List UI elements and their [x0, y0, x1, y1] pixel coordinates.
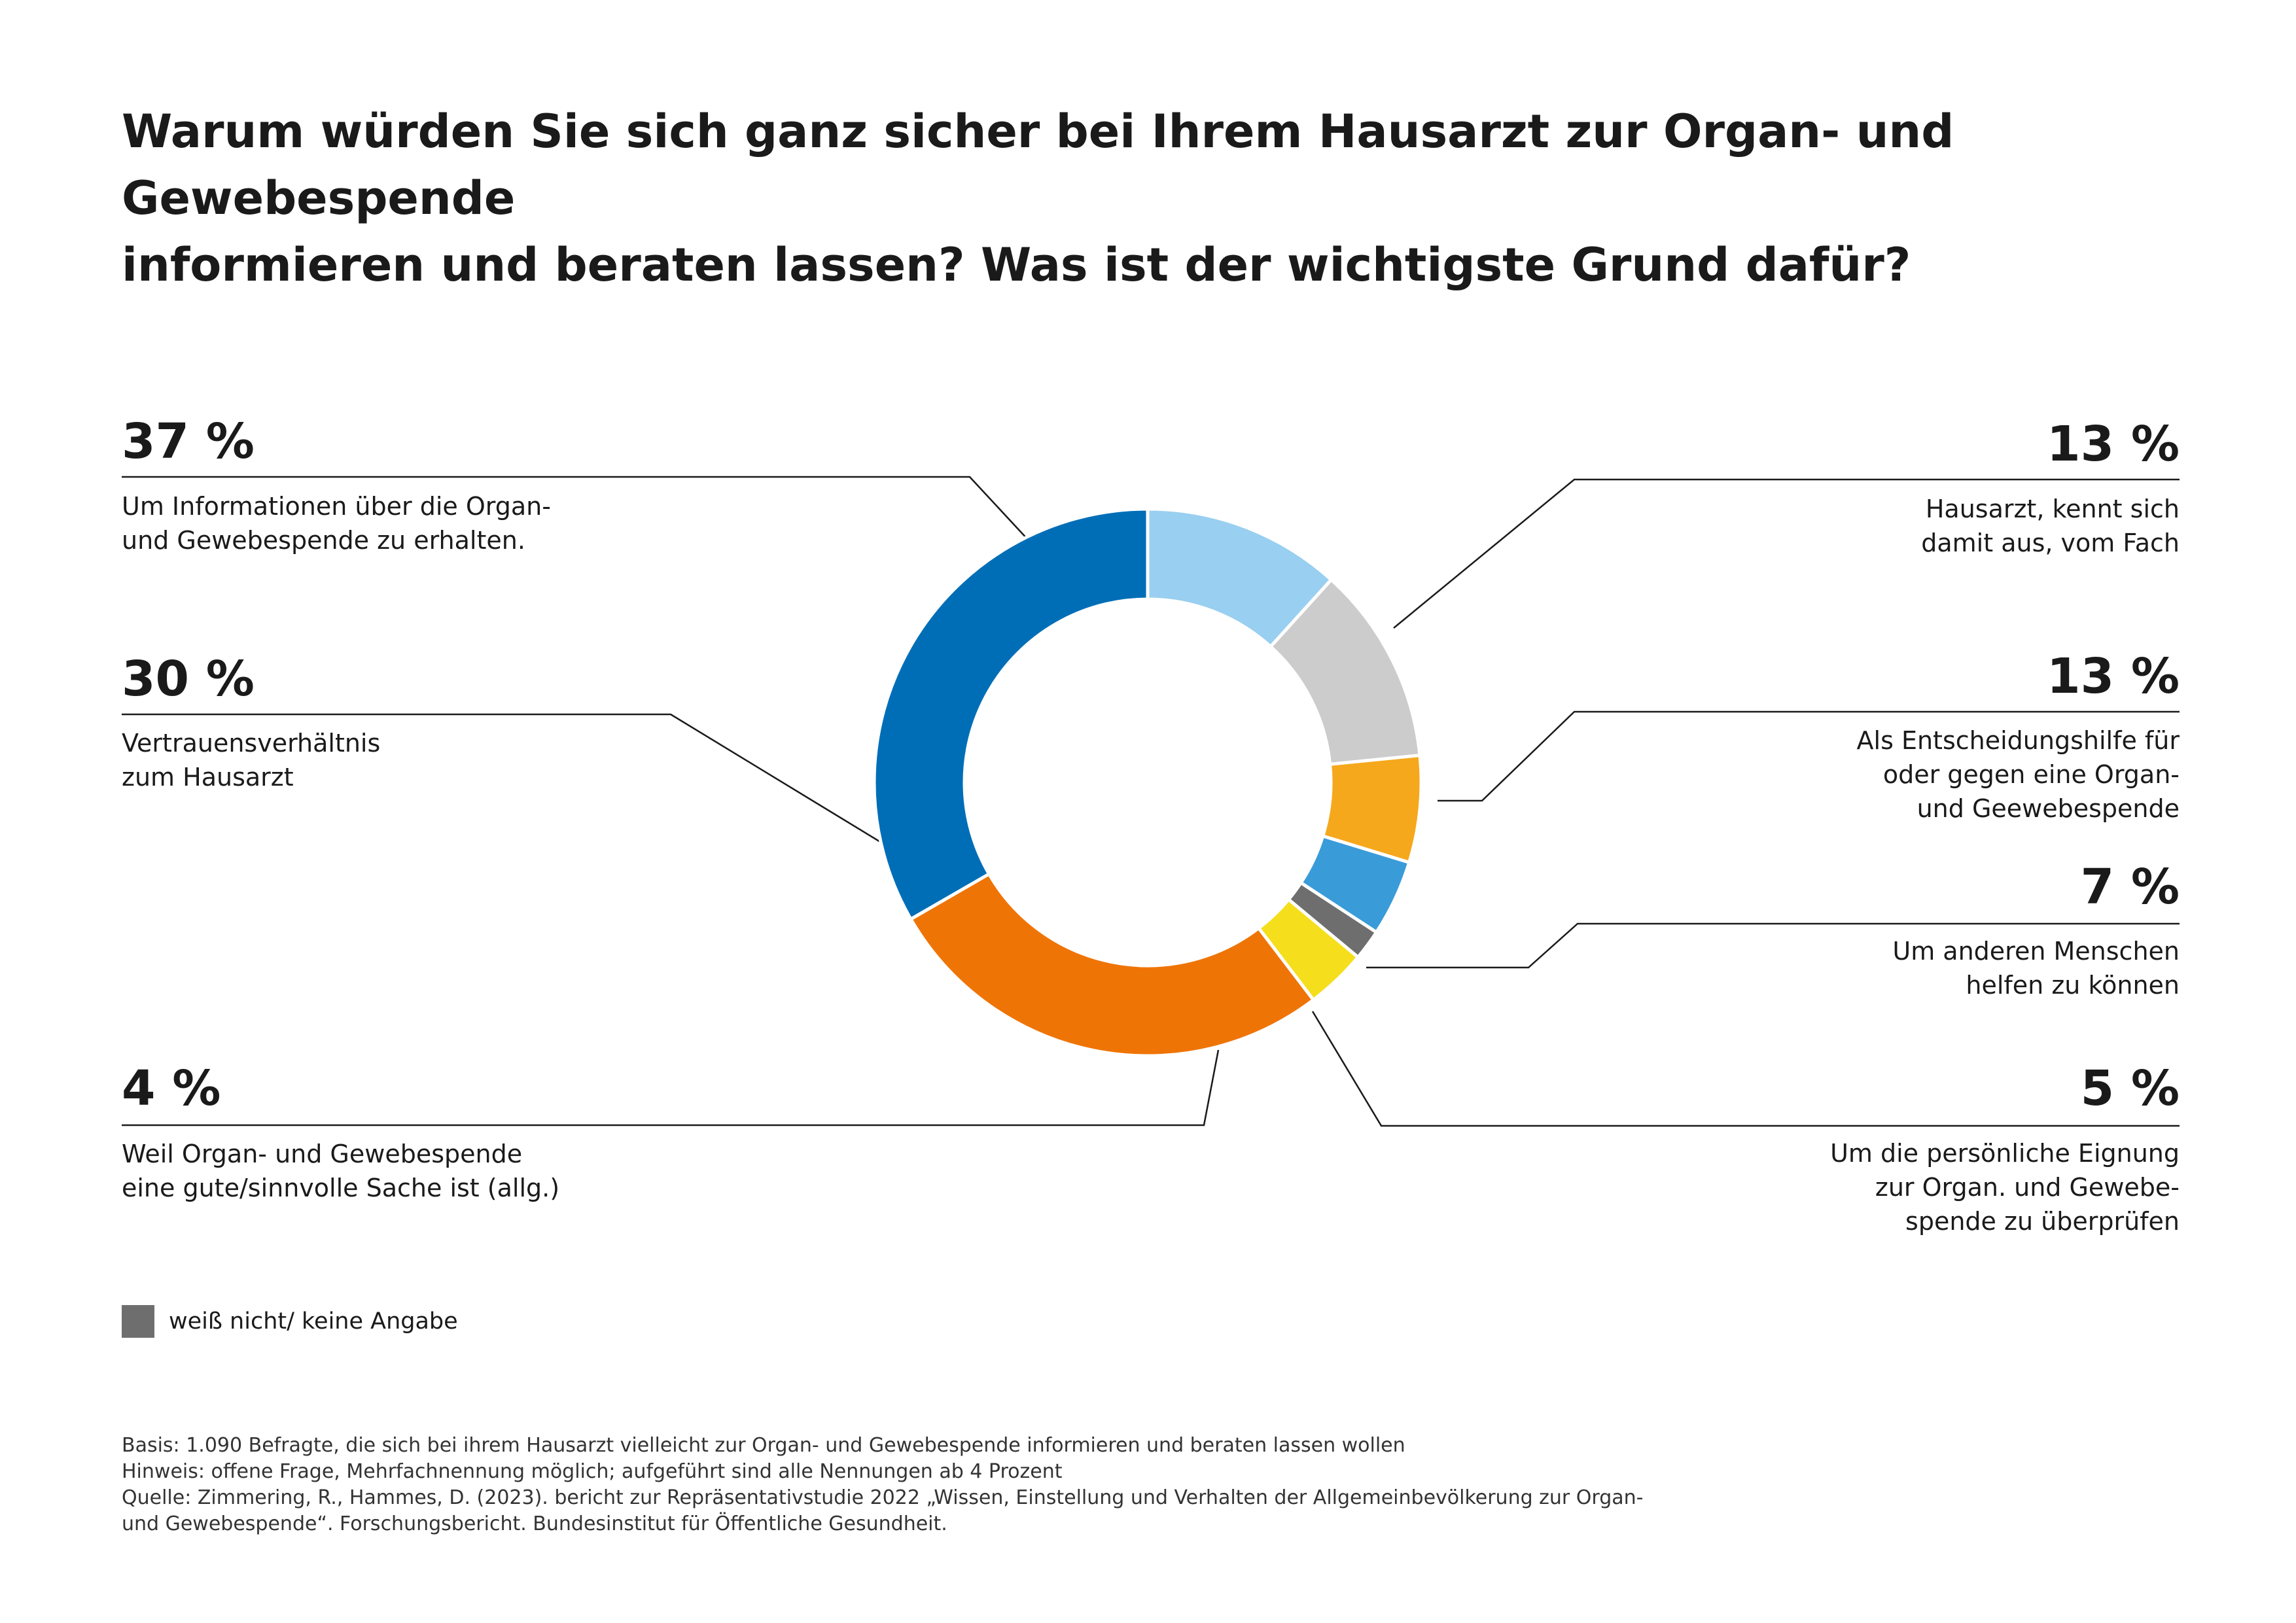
callout-13a-label: Hausarzt, kennt sich damit aus, vom Fach [1921, 492, 2180, 560]
callout-4-line-1: Weil Organ- und Gewebespende [122, 1140, 523, 1168]
legend-swatch-dont-know [122, 1305, 154, 1338]
leader-lines [122, 476, 2180, 1127]
callout-13a-line-1: Hausarzt, kennt sich [1925, 495, 2180, 523]
callout-37-label: Um Informationen über die Organ- und Gew… [122, 489, 551, 557]
donut-slice-7 [872, 507, 1150, 922]
leader-line-37 [122, 476, 1029, 541]
footnote-line-1: Basis: 1.090 Befragte, die sich bei ihre… [122, 1434, 1405, 1457]
callout-37-line-2: und Gewebespende zu erhalten. [122, 526, 525, 555]
callout-13b-pct: 13 % [2047, 648, 2180, 705]
callout-7-pct: 7 % [2080, 859, 2180, 915]
leader-line-7 [1366, 922, 2180, 969]
callout-30-line-1: Vertrauensverhältnis [122, 729, 381, 758]
callout-5-label: Um die persönliche Eignung zur Organ. un… [1830, 1136, 2180, 1238]
callout-4-pct: 4 % [122, 1060, 221, 1117]
callout-30-line-2: zum Hausarzt [122, 763, 294, 792]
callout-5-line-3: spende zu überprüfen [1905, 1207, 2180, 1236]
callout-13b-line-2: oder gegen eine Organ- [1882, 760, 2180, 789]
callout-4-label: Weil Organ- und Gewebespende eine gute/s… [122, 1137, 559, 1205]
legend-label-dont-know: weiß nicht/ keine Angabe [169, 1308, 458, 1335]
title-line-2: informieren und beraten lassen? Was ist … [122, 238, 1911, 292]
callout-37-line-1: Um Informationen über die Organ- [122, 492, 551, 521]
footnote-line-4: und Gewebespende“. Forschungsbericht. Bu… [122, 1512, 947, 1535]
callout-7-label: Um anderen Menschen helfen zu können [1892, 934, 2180, 1002]
footnote-line-2: Hinweis: offene Frage, Mehrfachnennung m… [122, 1460, 1063, 1483]
callout-37-pct: 37 % [122, 413, 255, 470]
callout-5-pct: 5 % [2080, 1060, 2180, 1117]
callout-13a-line-2: damit aus, vom Fach [1921, 529, 2180, 557]
leader-line-4 [122, 1049, 1220, 1126]
leader-line-13a [1393, 478, 2180, 629]
callout-5-line-1: Um die persönliche Eignung [1830, 1139, 2180, 1168]
callout-7-line-2: helfen zu können [1966, 971, 2180, 1000]
footnote-line-3: Quelle: Zimmering, R., Hammes, D. (2023)… [122, 1486, 1644, 1509]
callout-30-pct: 30 % [122, 651, 255, 707]
footnote: Basis: 1.090 Befragte, die sich bei ihre… [122, 1433, 1643, 1537]
callout-7-line-1: Um anderen Menschen [1892, 937, 2180, 966]
callout-13a-pct: 13 % [2047, 416, 2180, 472]
title-line-1: Warum würden Sie sich ganz sicher bei Ih… [122, 105, 1954, 225]
callout-13b-line-1: Als Entscheidungshilfe für [1856, 726, 2180, 755]
callout-4-line-2: eine gute/sinnvolle Sache ist (allg.) [122, 1174, 560, 1202]
donut-slice-6 [908, 871, 1316, 1058]
leader-line-30 [122, 713, 897, 853]
legend: weiß nicht/ keine Angabe [122, 1305, 458, 1338]
callout-13b-line-3: und Geewebespende [1916, 794, 2180, 823]
leader-line-13b [1438, 710, 2180, 802]
leader-line-5 [1311, 1011, 2180, 1127]
callout-13b-label: Als Entscheidungshilfe für oder gegen ei… [1857, 724, 2180, 826]
donut-slices [872, 507, 1423, 1058]
callout-30-label: Vertrauensverhältnis zum Hausarzt [122, 726, 380, 794]
callout-5-line-2: zur Organ. und Gewebe- [1875, 1173, 2180, 1202]
chart-title: Warum würden Sie sich ganz sicher bei Ih… [122, 98, 2216, 298]
